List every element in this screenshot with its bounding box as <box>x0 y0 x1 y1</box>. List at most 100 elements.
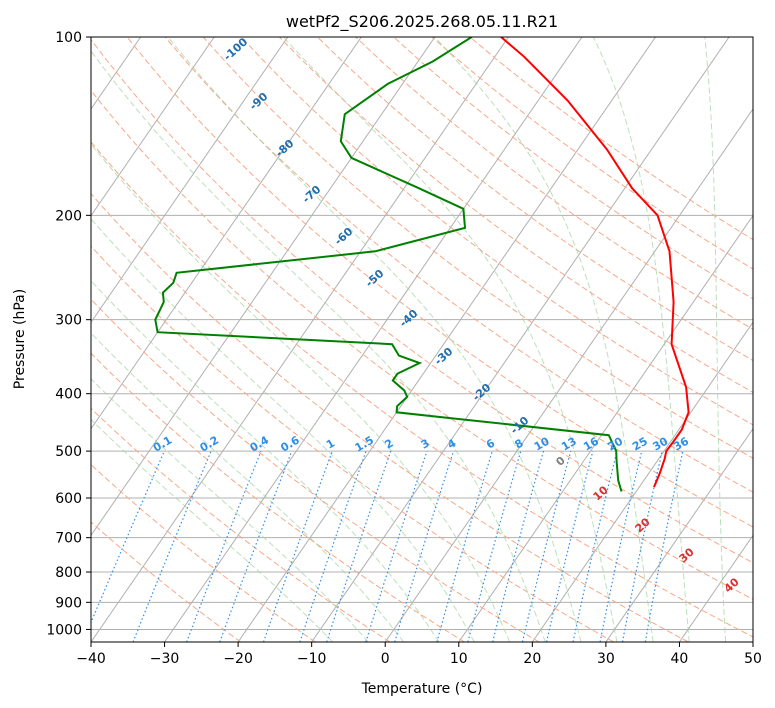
isotherm-label: -30 <box>432 345 456 368</box>
isotherm-line <box>164 37 583 642</box>
dry-adiabat-line <box>91 407 391 642</box>
isotherm-line <box>752 641 753 642</box>
x-tick-label: −40 <box>76 651 106 667</box>
isotherm-line <box>458 214 753 642</box>
isotherm-label: -60 <box>332 225 356 248</box>
dry-adiabat-line <box>279 37 753 393</box>
dry-adiabat-line <box>91 141 753 638</box>
mixing-ratio-line <box>299 450 367 642</box>
chart-title: wetPf2_S206.2025.268.05.11.R21 <box>286 12 558 32</box>
dry-adiabat-line <box>240 37 753 426</box>
dry-adiabat-line <box>431 37 753 270</box>
isotherm-line <box>679 534 753 642</box>
mixing-ratio-line <box>219 450 293 642</box>
dry-adiabat-line <box>91 89 753 600</box>
x-tick-label: −10 <box>297 651 327 667</box>
y-axis-label: Pressure (hPa) <box>12 289 28 389</box>
dry-adiabat-line <box>393 37 753 300</box>
mixing-ratio-line <box>91 450 165 625</box>
isotherm-line <box>384 108 753 642</box>
mixing-ratio-line <box>599 450 643 642</box>
y-tick-label: 400 <box>55 387 82 403</box>
dry-adiabat-line <box>91 298 540 642</box>
isotherm-line <box>311 37 730 642</box>
y-tick-label: 900 <box>55 595 82 611</box>
mixing-ratio-line <box>521 450 572 642</box>
isotherm-label: -70 <box>300 183 324 206</box>
x-tick-label: −30 <box>150 651 180 667</box>
y-tick-label: 200 <box>55 208 82 224</box>
dry-adiabat-line <box>91 521 242 642</box>
moist-adiabat-line <box>282 37 618 642</box>
moist-adiabat-line <box>592 37 690 642</box>
dry-adiabat-line <box>126 37 753 528</box>
x-tick-label: 10 <box>450 651 468 667</box>
moist-adiabat-line <box>91 50 546 642</box>
moist-adiabat-line <box>91 218 475 642</box>
x-tick-label: 50 <box>744 651 762 667</box>
isotherm-line <box>91 37 215 217</box>
isotherm-label: 30 <box>677 545 697 565</box>
dry-adiabat-line <box>164 37 753 493</box>
mixing-ratio-line <box>365 450 428 642</box>
y-tick-label: 300 <box>55 313 82 329</box>
plot-frame <box>90 36 754 643</box>
mixing-ratio-line <box>546 450 594 642</box>
moist-adiabat-line <box>434 37 654 642</box>
dry-adiabat-line <box>317 37 753 362</box>
moist-adiabat-line <box>91 332 404 642</box>
x-tick-label: 30 <box>597 651 615 667</box>
mixing-ratio-line <box>262 450 333 642</box>
isotherm-label: 0 <box>553 454 568 469</box>
mixing-ratio-line <box>132 450 212 642</box>
mixing-ratio-line <box>394 450 455 642</box>
isotherm-line <box>91 37 436 537</box>
mixing-ratio-label: 4 <box>445 436 458 451</box>
mixing-ratio-label: 8 <box>512 437 525 452</box>
dry-adiabat-line <box>91 352 465 642</box>
x-tick-label: 40 <box>671 651 689 667</box>
isotherm-line <box>91 37 362 430</box>
mixing-ratio-line <box>572 450 618 642</box>
isotherm-line <box>0 37 67 642</box>
mixing-ratio-label: 2 <box>382 437 395 452</box>
y-tick-label: 700 <box>55 531 82 547</box>
mixing-ratio-label: 3 <box>419 437 432 452</box>
dry-adiabat-line <box>91 245 614 642</box>
isotherm-line <box>91 37 289 324</box>
y-tick-label: 800 <box>55 565 82 581</box>
y-tick-label: 1000 <box>46 622 82 638</box>
mixing-ratio-line <box>186 450 262 642</box>
dewpoint-profile-line <box>154 37 623 492</box>
dry-adiabat-line <box>469 37 753 241</box>
mixing-ratio-line <box>326 450 392 642</box>
x-tick-label: 20 <box>523 651 541 667</box>
y-tick-label: 500 <box>55 444 82 460</box>
moist-adiabat-line <box>704 37 727 642</box>
mixing-ratio-line <box>644 450 684 642</box>
isotherm-label: -100 <box>221 35 250 63</box>
dry-adiabat-line <box>355 37 753 330</box>
isotherm-line <box>237 37 656 642</box>
moist-adiabat-line <box>91 143 511 642</box>
temperature-profile-line <box>500 37 690 488</box>
moist-adiabat-line <box>91 418 334 642</box>
y-tick-label: 100 <box>55 30 82 46</box>
x-tick-label: 0 <box>381 651 390 667</box>
isotherm-label: -10 <box>508 414 532 437</box>
isotherm-label: -90 <box>247 90 271 113</box>
isotherm-label: 10 <box>591 483 611 503</box>
x-tick-label: −20 <box>223 651 253 667</box>
isotherm-label: 20 <box>633 515 653 535</box>
mixing-ratio-line <box>467 450 522 642</box>
dry-adiabat-line <box>91 463 316 642</box>
isotherm-line <box>605 427 753 642</box>
moist-adiabat-line <box>91 378 369 642</box>
isotherm-line <box>531 321 753 642</box>
mixing-ratio-line <box>492 450 545 642</box>
isotherm-label: -50 <box>363 267 387 290</box>
x-axis-label: Temperature (°C) <box>361 681 483 697</box>
isotherm-label: -40 <box>397 307 421 330</box>
moist-adiabat-line <box>91 279 440 642</box>
